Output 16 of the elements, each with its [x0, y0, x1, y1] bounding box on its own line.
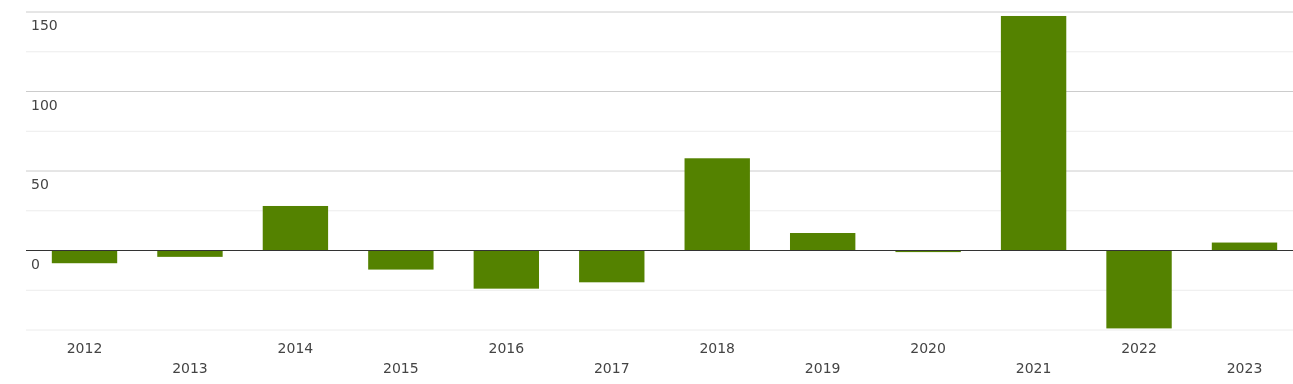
x-tick-label: 2016 [488, 340, 525, 356]
x-tick-label: 2015 [383, 360, 419, 376]
y-tick-label: 100 [31, 96, 58, 113]
x-tick-label: 2018 [699, 340, 736, 356]
x-tick-label: 2013 [172, 360, 208, 376]
x-tick-label: 2022 [1121, 340, 1157, 356]
x-tick-label: 2017 [593, 360, 630, 376]
x-tick-label: 2012 [66, 340, 103, 356]
x-tick-label: 2021 [1015, 360, 1052, 376]
y-tick-label: 0 [31, 255, 40, 272]
x-tick-label: 2023 [1226, 360, 1263, 376]
y-tick-label: 150 [31, 17, 58, 33]
x-tick-label: 2020 [910, 340, 946, 356]
y-tick-label: 50 [31, 176, 49, 192]
x-tick-label: 2014 [277, 340, 314, 356]
x-tick-label: 2019 [804, 360, 841, 376]
